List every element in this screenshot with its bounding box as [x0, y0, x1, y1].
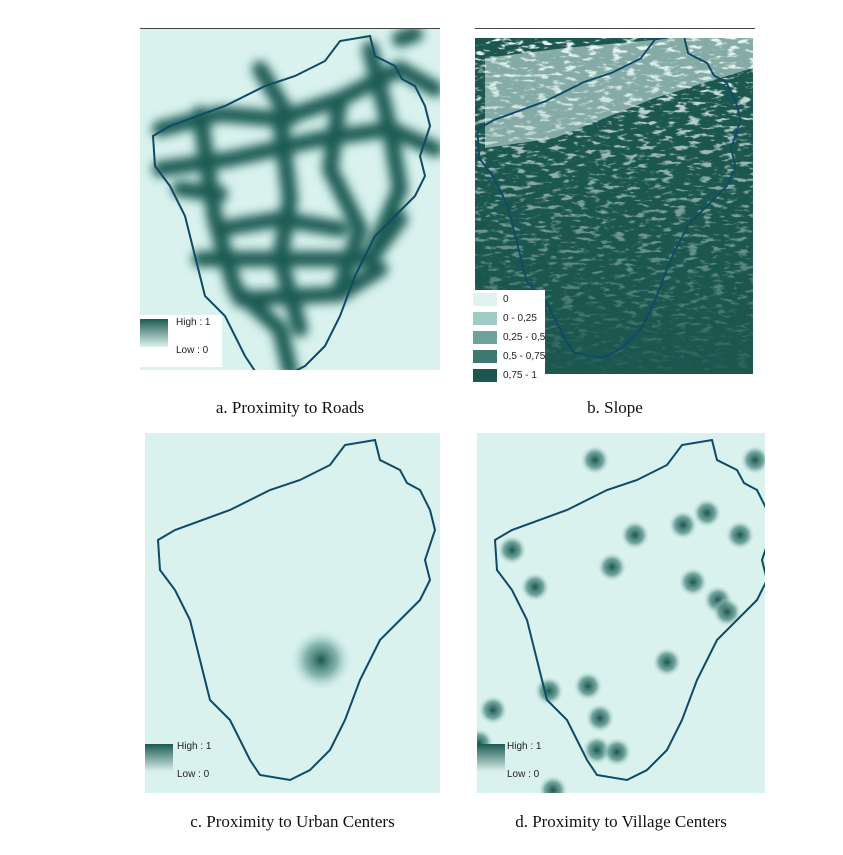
divider [140, 28, 440, 29]
divider [475, 28, 755, 29]
legend-low: Low : 0 [507, 769, 540, 780]
legend-high: High : 1 [176, 317, 211, 328]
village-center-hotspot [668, 510, 698, 540]
legend-low: Low : 0 [176, 345, 209, 356]
map-proximity-urban-centers [145, 433, 440, 793]
region-boundary [156, 438, 437, 782]
village-center-hotspot [597, 552, 627, 582]
map-proximity-village-centers [477, 433, 765, 793]
region-boundary [151, 34, 432, 370]
legend-label: 0 [503, 294, 509, 305]
village-center-hotspot [692, 498, 722, 528]
gradient-ramp [477, 744, 505, 772]
legend-class: 0 - 0,25 [473, 312, 545, 328]
village-center-hotspot [573, 671, 603, 701]
legend-class: 0,25 - 0,5 [473, 331, 545, 347]
legend-swatch [473, 369, 497, 382]
caption-b: b. Slope [587, 398, 643, 417]
village-center-hotspot [740, 445, 765, 475]
village-center-hotspot [652, 647, 682, 677]
road-network [152, 29, 440, 370]
legend-d: High : 1 Low : 0 [477, 740, 549, 790]
legend-high: High : 1 [177, 741, 212, 752]
gradient-ramp [140, 319, 168, 347]
legend-label: 0,5 - 0,75 [503, 351, 546, 362]
legend-swatch [473, 312, 497, 325]
legend-low: Low : 0 [177, 769, 210, 780]
legend-c: High : 1 Low : 0 [145, 740, 217, 790]
legend-class: 0,75 - 1 [473, 369, 545, 385]
legend-class: 0,5 - 0,75 [473, 350, 545, 366]
caption-c: c. Proximity to Urban Centers [190, 812, 395, 831]
gradient-ramp [145, 744, 173, 772]
map-proximity-roads [140, 29, 440, 370]
legend-swatch [473, 350, 497, 363]
legend-label: 0 - 0,25 [503, 313, 537, 324]
legend-class: 0 [473, 293, 545, 309]
village-center-hotspot [585, 703, 615, 733]
village-center-hotspot [497, 535, 527, 565]
village-center-hotspot [712, 597, 742, 627]
legend-label: 0,75 - 1 [503, 370, 537, 381]
village-center-hotspot [725, 520, 755, 550]
legend-b: 0 0 - 0,25 0,25 - 0,5 0,5 - 0,75 0,75 - 1 [473, 290, 545, 385]
village-center-hotspot [520, 572, 550, 602]
caption-d: d. Proximity to Village Centers [515, 812, 727, 831]
caption-a: a. Proximity to Roads [215, 398, 365, 417]
legend-swatch [473, 293, 497, 306]
village-center-hotspot [538, 775, 568, 793]
village-center-hotspot [620, 520, 650, 550]
village-center-hotspot [478, 695, 508, 725]
legend-a: High : 1 Low : 0 [140, 315, 222, 367]
legend-label: 0,25 - 0,5 [503, 332, 546, 343]
village-center-hotspot [580, 445, 610, 475]
region-boundary [493, 438, 765, 782]
village-center-hotspot [534, 676, 564, 706]
village-center-hotspot [678, 567, 708, 597]
legend-high: High : 1 [507, 741, 542, 752]
urban-center-hotspot [289, 628, 353, 692]
legend-swatch [473, 331, 497, 344]
village-center-hotspot [602, 737, 632, 767]
